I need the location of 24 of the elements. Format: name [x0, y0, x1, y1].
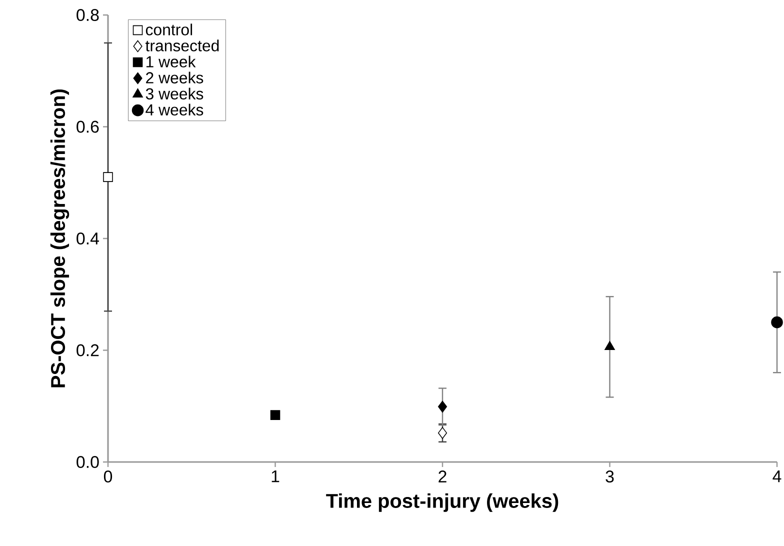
- point: [270, 410, 280, 420]
- y-tick-label: 0.4: [76, 232, 99, 244]
- point: [771, 316, 783, 328]
- legend-label: 4 weeks: [146, 104, 204, 116]
- x-axis-title: Time post-injury (weeks): [326, 493, 558, 512]
- x-tick-label: 1: [272, 470, 280, 482]
- y-tick-label: 0.0: [76, 456, 99, 468]
- legend-label: transected: [145, 40, 219, 52]
- y-tick-label: 0.2: [76, 344, 99, 356]
- legend-label: control: [146, 24, 192, 36]
- x-tick-label: 3: [606, 470, 614, 483]
- point: [103, 172, 113, 182]
- y-tick-label: 0.6: [76, 120, 99, 133]
- y-tick-label: 0.8: [76, 9, 99, 21]
- y-axis-title: PS-OCT slope (degrees/micron): [50, 89, 70, 388]
- x-tick-label: 0: [104, 470, 112, 483]
- legend-label: 3 weeks: [146, 88, 204, 100]
- point: [604, 341, 615, 350]
- x-tick-label: 2: [438, 470, 446, 482]
- legend-label: 2 weeks: [146, 72, 204, 84]
- point: [438, 400, 448, 413]
- legend-label: 1 week: [146, 56, 196, 68]
- x-tick-label: 4: [772, 470, 782, 482]
- point: [438, 427, 448, 439]
